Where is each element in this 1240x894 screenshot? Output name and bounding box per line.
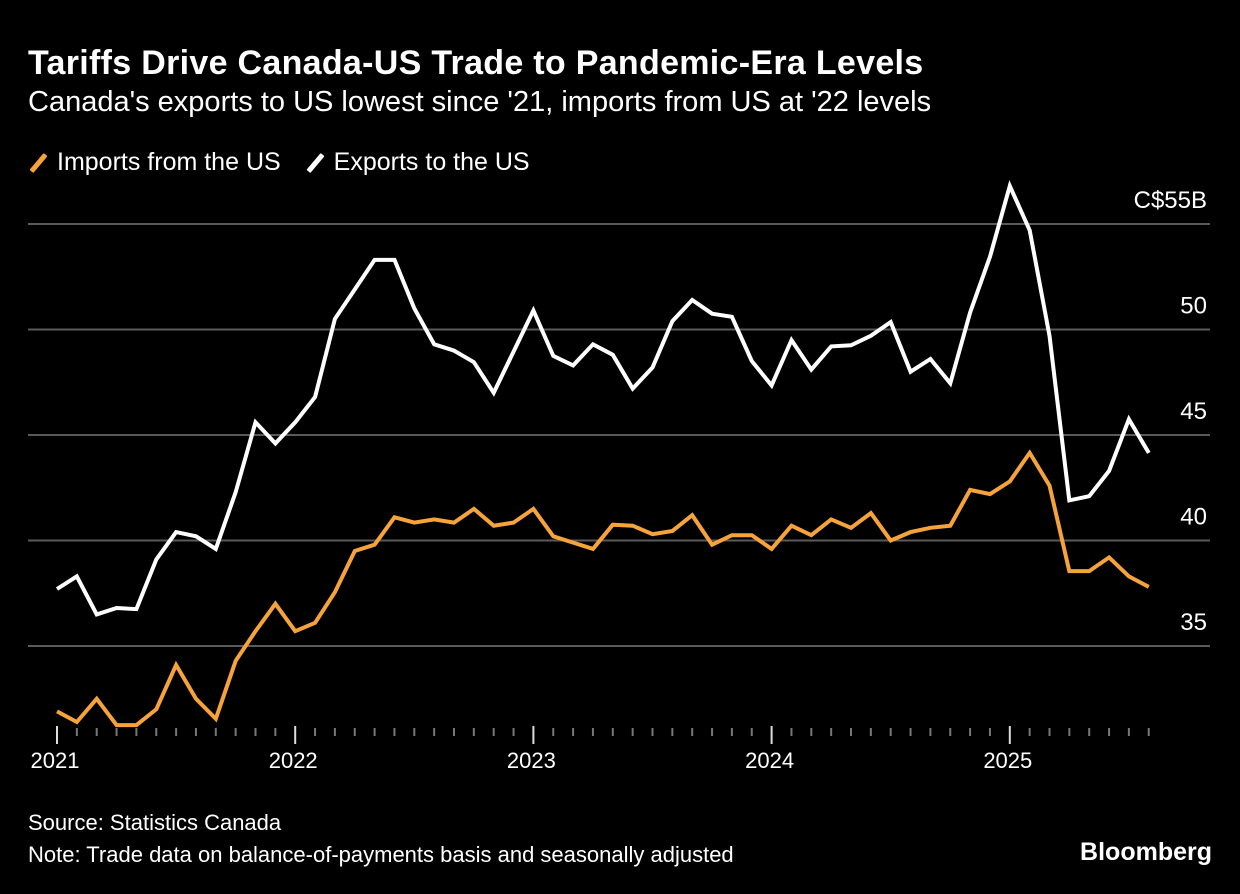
legend: Imports from the US Exports to the US (28, 148, 554, 177)
chart-subtitle: Canada's exports to US lowest since '21,… (28, 86, 932, 118)
y-tick-label: 40 (1180, 504, 1207, 531)
x-tick-label: 2024 (745, 748, 794, 773)
legend-label-exports: Exports to the US (333, 148, 530, 176)
x-tick-label: 2021 (31, 748, 80, 773)
chart-title: Tariffs Drive Canada-US Trade to Pandemi… (28, 44, 924, 82)
y-tick-label: 50 (1180, 293, 1207, 320)
footnote: Note: Trade data on balance-of-payments … (28, 842, 734, 867)
bloomberg-logo: Bloomberg (1080, 838, 1212, 866)
exports-series-line (55, 180, 1151, 617)
x-tick-label: 2023 (507, 748, 556, 773)
legend-item-exports: Exports to the US (305, 148, 530, 177)
y-tick-label: 45 (1180, 398, 1207, 425)
y-tick-label: 35 (1180, 609, 1207, 636)
imports-series-line (56, 449, 1150, 728)
x-tick-label: 2025 (983, 748, 1032, 773)
y-tick-label: C$55B (1134, 187, 1207, 214)
source-note: Source: Statistics Canada (28, 810, 282, 835)
legend-label-imports: Imports from the US (57, 148, 281, 176)
legend-item-imports: Imports from the US (28, 148, 281, 177)
x-tick-label: 2022 (269, 748, 318, 773)
